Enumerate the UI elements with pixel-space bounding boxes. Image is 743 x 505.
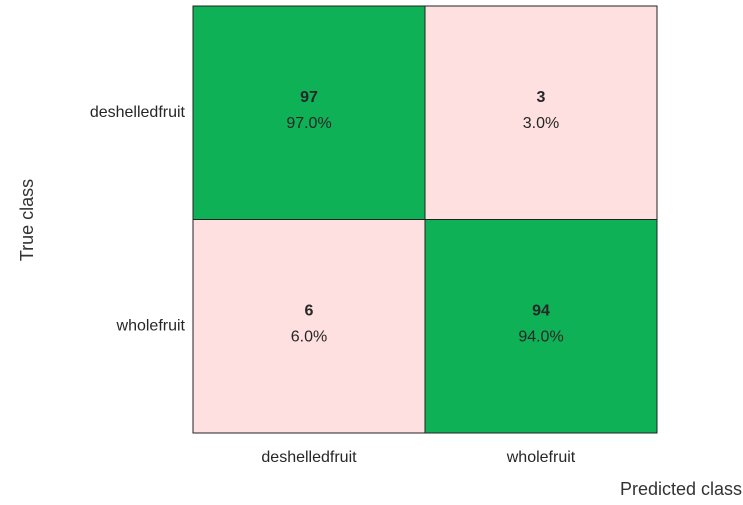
y-tick-label: wholefruit bbox=[116, 317, 186, 334]
cell-percentage: 97.0% bbox=[286, 115, 331, 132]
matrix-cell bbox=[424, 5, 658, 220]
cell-count: 3 bbox=[537, 89, 546, 106]
matrix-cell bbox=[424, 219, 658, 434]
cell-count: 6 bbox=[305, 302, 314, 319]
x-tick-label: wholefruit bbox=[506, 449, 576, 466]
cell-percentage: 3.0% bbox=[523, 115, 559, 132]
x-tick-label: deshelledfruit bbox=[261, 449, 357, 466]
cell-count: 97 bbox=[300, 89, 318, 106]
cell-percentage: 94.0% bbox=[518, 328, 563, 345]
y-axis-title: True class bbox=[17, 179, 37, 261]
y-tick-label: deshelledfruit bbox=[90, 104, 186, 121]
cell-count: 94 bbox=[532, 302, 550, 319]
x-axis-title: Predicted class bbox=[620, 479, 742, 499]
matrix-cell bbox=[192, 5, 426, 220]
cell-percentage: 6.0% bbox=[291, 328, 327, 345]
matrix-cell bbox=[192, 219, 426, 434]
